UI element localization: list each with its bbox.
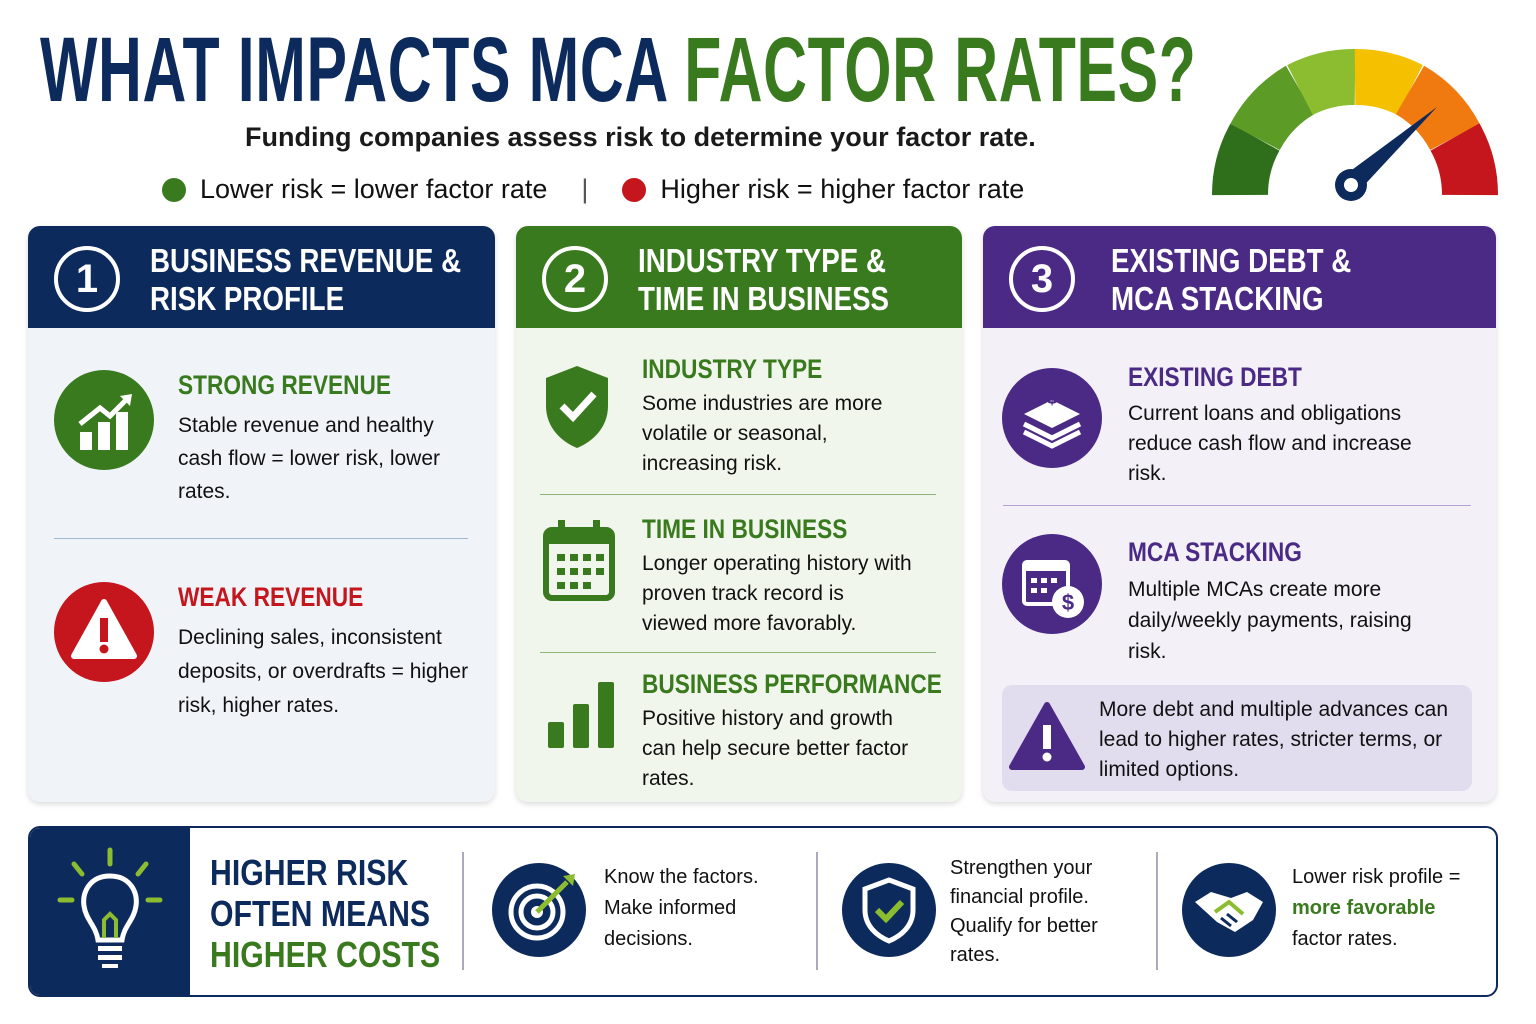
column: 1 BUSINESS REVENUE & RISK PROFILE STRONG… [28, 226, 495, 802]
icon-debt: $ [1002, 368, 1102, 468]
separator [540, 494, 936, 495]
separator [1003, 505, 1471, 506]
tip-highlight: more favorable [1292, 897, 1436, 919]
item-text: Current loans and obligations reduce cas… [1128, 402, 1412, 485]
column-title: EXISTING DEBT & MCA STACKING [1111, 242, 1352, 317]
icon-handshake [1182, 863, 1276, 957]
icon-bulb [57, 847, 163, 968]
footer-headline: HIGHER RISK OFTEN MEANS HIGHER COSTS [210, 852, 470, 975]
divider: | [581, 174, 589, 204]
column: 3 EXISTING DEBT & MCA STACKING $ EXISTIN… [983, 226, 1496, 802]
tip-text: Lower risk profile = [1292, 866, 1461, 888]
icon-target [492, 863, 586, 957]
item: MCA STACKING Multiple MCAs create more d… [1128, 537, 1448, 667]
icon-bars [548, 682, 614, 748]
item-text: Stable revenue and healthy cash flow = l… [178, 414, 440, 503]
column-number: 2 [542, 246, 608, 312]
note-text: More debt and multiple advances can lead… [1099, 698, 1449, 781]
item-text: Declining sales, inconsistent deposits, … [178, 626, 469, 717]
column-header: 3 EXISTING DEBT & MCA STACKING [983, 226, 1496, 328]
item-text: Some industries are more volatile or sea… [642, 392, 883, 475]
footer: HIGHER RISK OFTEN MEANS HIGHER COSTS Kno… [28, 826, 1498, 997]
gauge [1211, 49, 1499, 201]
item-text: Positive history and growth can help sec… [642, 707, 909, 790]
headline-part1: HIGHER RISK OFTEN MEANS [210, 852, 431, 934]
item-heading: STRONG REVENUE [178, 370, 391, 400]
icon-warning [54, 582, 154, 682]
item: STRONG REVENUE Stable revenue and health… [178, 370, 478, 508]
svg-text:$: $ [1062, 590, 1074, 615]
divider [816, 852, 818, 970]
item: INDUSTRY TYPE Some industries are more v… [642, 354, 942, 479]
title-part1: WHAT IMPACTS MCA [40, 19, 667, 121]
column-header: 1 BUSINESS REVENUE & RISK PROFILE [28, 226, 495, 328]
divider [462, 852, 464, 970]
item-heading: TIME IN BUSINESS [642, 514, 848, 544]
icon-calendar [543, 520, 615, 601]
item: BUSINESS PERFORMANCE Positive history an… [642, 669, 952, 794]
icon-growth [54, 370, 154, 470]
tip-text: factor rates. [1292, 928, 1398, 950]
legend-item: Lower risk = lower factor rate [200, 174, 548, 204]
item-heading: MCA STACKING [1128, 537, 1302, 567]
footer-icon-panel [30, 828, 190, 995]
icon-shield [546, 366, 608, 448]
tip: Lower risk profile = more favorable fact… [1292, 862, 1492, 955]
headline-part2: HIGHER COSTS [210, 934, 441, 975]
title: WHAT IMPACTS MCA FACTOR RATES? [40, 18, 1536, 123]
title-part2: FACTOR RATES? [684, 19, 1197, 121]
tip-text: Know the factors. Make informed decision… [604, 866, 759, 950]
separator [540, 652, 936, 653]
column-title: BUSINESS REVENUE & RISK PROFILE [150, 242, 462, 317]
svg-text:$: $ [1046, 387, 1057, 409]
column-number: 1 [54, 246, 120, 312]
legend-dot [622, 177, 647, 202]
item: WEAK REVENUE Declining sales, inconsiste… [178, 582, 478, 723]
icon-stacking: $ [1002, 534, 1102, 634]
item-heading: EXISTING DEBT [1128, 362, 1302, 392]
item: EXISTING DEBT Current loans and obligati… [1128, 362, 1448, 489]
legend-dot [162, 177, 186, 202]
column: 2 INDUSTRY TYPE & TIME IN BUSINESS INDUS… [516, 226, 962, 802]
note-box: More debt and multiple advances can lead… [1002, 685, 1472, 791]
item-heading: INDUSTRY TYPE [642, 354, 823, 384]
item-heading: WEAK REVENUE [178, 582, 364, 612]
icon-warning [1009, 702, 1085, 770]
tip-text: Strengthen your financial profile. Quali… [950, 857, 1098, 966]
separator [54, 538, 468, 539]
subtitle: Funding companies assess risk to determi… [245, 122, 1036, 152]
divider [1156, 852, 1158, 970]
column-header: 2 INDUSTRY TYPE & TIME IN BUSINESS [516, 226, 962, 328]
item: TIME IN BUSINESS Longer operating histor… [642, 514, 942, 639]
item-text: Multiple MCAs create more daily/weekly p… [1128, 578, 1412, 663]
item-heading: BUSINESS PERFORMANCE [642, 669, 942, 699]
legend-item: Higher risk = higher factor rate [660, 174, 1025, 204]
column-number: 3 [1009, 246, 1075, 312]
legend: Lower risk = lower factor rate | Higher … [162, 174, 1024, 205]
column-title: INDUSTRY TYPE & TIME IN BUSINESS [638, 242, 890, 317]
icon-shield [842, 863, 936, 957]
item-text: Longer operating history with proven tra… [642, 552, 912, 635]
